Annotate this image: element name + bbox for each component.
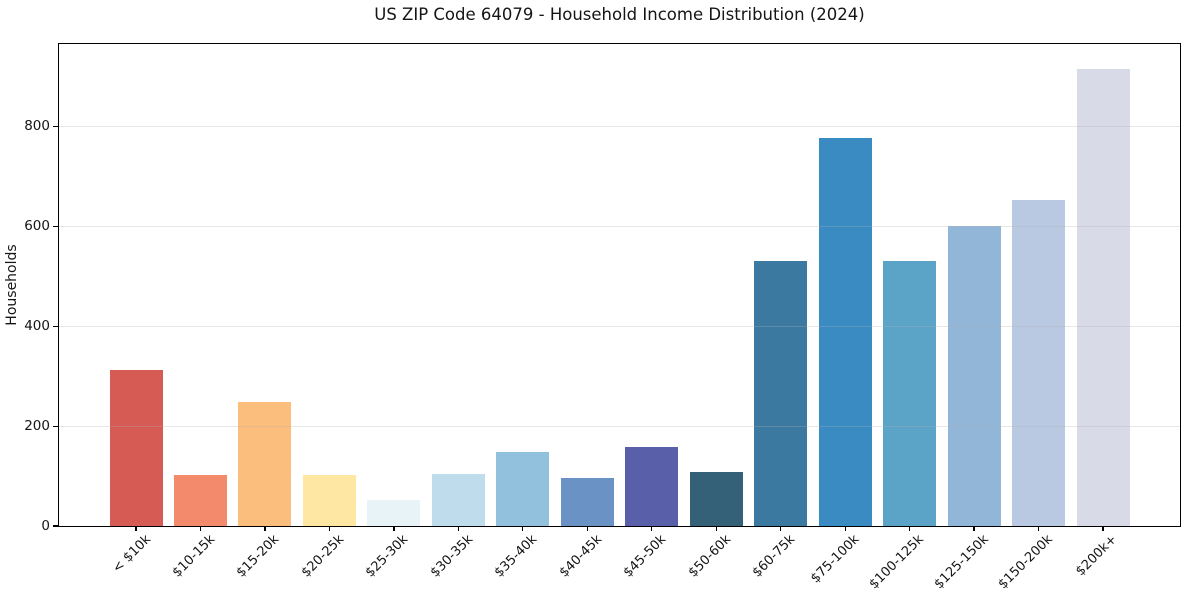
- x-tick-mark: [586, 526, 588, 531]
- chart-bar: [947, 226, 1001, 526]
- x-tick-mark: [393, 526, 395, 531]
- x-tick-mark: [1037, 526, 1040, 531]
- gridline: [59, 126, 1180, 128]
- y-tick-label: 800: [24, 118, 50, 135]
- y-tick-mark: [53, 125, 58, 128]
- x-tick-mark: [715, 526, 717, 531]
- x-tick-label-text: $45-50k: [620, 532, 670, 581]
- chart-bar: [754, 261, 808, 526]
- plot-area: 0 200 400 600 800 < $10k $10-15k $15-20k $20-25k…: [24, 43, 1181, 590]
- x-tick-label-text: $60-75k: [749, 532, 799, 581]
- y-tick-mark: [53, 525, 58, 527]
- x-tick-mark: [844, 526, 846, 531]
- chart-bar: [496, 451, 550, 526]
- x-tick-mark: [328, 526, 331, 531]
- y-tick-label: 400: [24, 318, 50, 335]
- x-tick-label-text: $20-25k: [298, 532, 347, 581]
- y-tick-label: 200: [24, 418, 50, 435]
- chart-bar: [431, 474, 485, 526]
- chart-bar: [1012, 199, 1066, 526]
- x-tick-label-text: $50-60k: [685, 532, 734, 581]
- y-tick-mark: [53, 325, 58, 327]
- x-tick-mark: [909, 526, 911, 531]
- chart-bar: [1076, 69, 1130, 526]
- x-tick-label-text: $100-125k: [867, 532, 928, 590]
- y-tick-label: 0: [41, 518, 50, 534]
- chart-bar: [818, 137, 872, 526]
- x-tick-label-text: $10-15k: [169, 532, 219, 581]
- x-tick-label-text: $200k+: [1073, 532, 1121, 580]
- chart-bar: [173, 475, 227, 526]
- x-tick-mark: [1102, 526, 1104, 531]
- y-tick-mark: [53, 225, 58, 227]
- x-tick-mark: [457, 526, 460, 531]
- x-tick-label-text: $40-45k: [556, 532, 605, 581]
- x-tick-mark: [264, 526, 266, 531]
- x-tick-mark: [973, 526, 975, 531]
- x-tick-mark: [199, 526, 202, 531]
- chart-bar: [367, 500, 421, 526]
- y-tick-label: 600: [24, 218, 50, 235]
- chart-bar: [109, 369, 163, 526]
- y-tick-mark: [53, 425, 58, 427]
- x-tick-mark: [522, 526, 524, 531]
- x-tick-mark: [651, 526, 653, 531]
- x-tick-label-text: $15-20k: [234, 532, 283, 581]
- gridline: [59, 426, 1180, 428]
- x-tick-label-text: $25-30k: [362, 532, 412, 581]
- chart-bar: [302, 475, 356, 526]
- x-tick-label-text: $75-100k: [808, 532, 863, 587]
- chart-bar: [625, 446, 679, 526]
- x-tick-label-text: $150-200k: [995, 532, 1057, 590]
- chart-bar: [238, 401, 292, 526]
- x-tick-label-text: < $10k: [109, 532, 154, 577]
- x-tick-mark: [780, 526, 782, 531]
- chart-bar: [689, 472, 743, 526]
- x-tick-label-text: $35-40k: [491, 532, 541, 581]
- x-tick-label-text: $30-35k: [427, 532, 476, 581]
- x-tick-mark: [135, 526, 137, 531]
- gridline: [59, 226, 1180, 228]
- chart-bar: [560, 478, 614, 526]
- chart-bar: [883, 261, 937, 526]
- chart-title: US ZIP Code 64079 - Household Income Dis…: [374, 5, 865, 24]
- gridline: [59, 326, 1180, 328]
- y-axis-label: Households: [4, 244, 20, 326]
- x-tick-label-text: $125-150k: [931, 532, 992, 590]
